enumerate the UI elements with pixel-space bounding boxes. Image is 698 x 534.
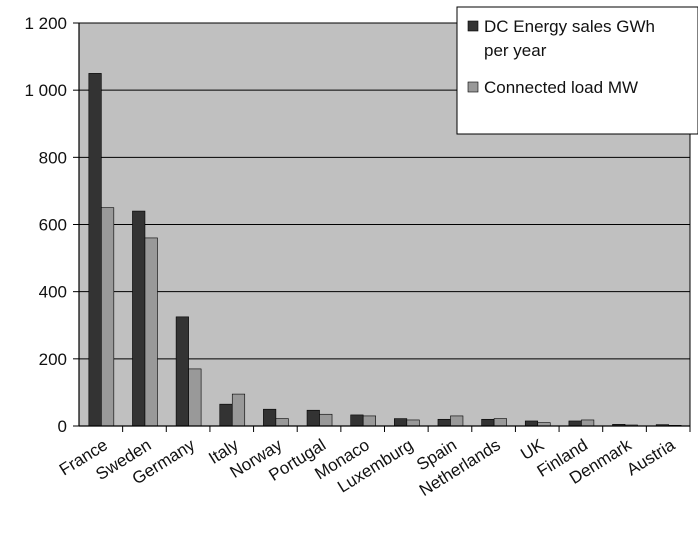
bars	[88, 73, 682, 427]
bar-connected-load-norway	[275, 418, 289, 427]
y-tick-label: 1 000	[24, 81, 67, 100]
legend-swatch-connected-load	[467, 81, 479, 93]
y-tick-label: 0	[58, 417, 67, 436]
bar-connected-load-monaco	[362, 415, 376, 427]
bar-energy-sales-germany	[175, 316, 189, 427]
bar-energy-sales-uk	[524, 420, 539, 427]
bar-connected-load-sweden	[144, 237, 158, 427]
legend-label: per year	[484, 41, 547, 60]
y-tick-label: 400	[39, 283, 67, 302]
y-axis-ticks: 0 200 400 600 800 1 000 1 200	[24, 14, 79, 436]
bar-energy-sales-italy	[219, 403, 233, 427]
legend-swatch-energy-sales	[467, 20, 479, 32]
bar-energy-sales-netherlands	[481, 418, 495, 427]
x-category-label: Austria	[623, 435, 678, 479]
bar-energy-sales-luxemburg	[394, 418, 408, 427]
bar-connected-load-france	[101, 207, 115, 427]
bar-connected-load-italy	[231, 393, 246, 427]
y-tick-label: 600	[39, 216, 67, 235]
bar-connected-load-germany	[188, 368, 202, 427]
bar-connected-load-netherlands	[493, 418, 507, 427]
bar-energy-sales-monaco	[350, 414, 364, 427]
bar-energy-sales-norway	[263, 408, 277, 427]
legend-label: Connected load MW	[484, 78, 638, 97]
bar-energy-sales-portugal	[306, 409, 320, 427]
bar-connected-load-portugal	[319, 413, 333, 427]
bar-energy-sales-finland	[568, 420, 582, 427]
legend-box	[456, 6, 698, 135]
legend: DC Energy sales GWh per year Connected loa…	[456, 6, 698, 135]
bar-energy-sales-france	[88, 73, 102, 427]
y-tick-label: 800	[39, 148, 67, 167]
bar-energy-sales-sweden	[132, 210, 146, 427]
y-tick-label: 1 200	[24, 14, 67, 33]
bar-energy-sales-spain	[437, 418, 451, 427]
bar-connected-load-finland	[581, 419, 595, 427]
y-tick-label: 200	[39, 350, 67, 369]
legend-label: DC Energy sales GWh	[484, 17, 655, 36]
bar-connected-load-spain	[450, 415, 464, 427]
bar-connected-load-luxemburg	[406, 419, 420, 427]
